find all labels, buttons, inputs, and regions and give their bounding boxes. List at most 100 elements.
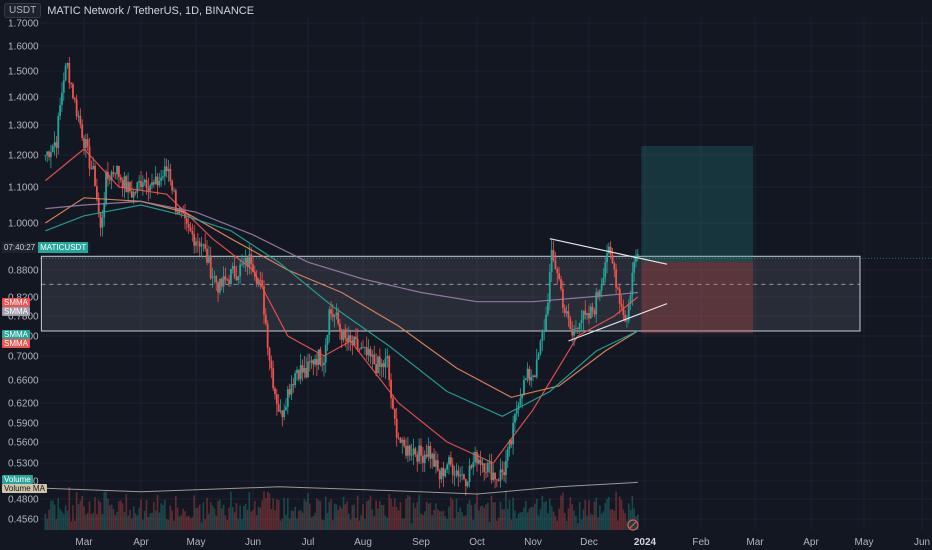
- volume-bar: [479, 506, 482, 530]
- candle-body: [375, 364, 377, 374]
- candle: [582, 310, 585, 332]
- candle-body: [455, 470, 458, 476]
- candle: [226, 278, 229, 281]
- candle-body: [505, 460, 507, 476]
- candle: [455, 463, 458, 478]
- volume-bar: [66, 510, 69, 530]
- candle-body: [206, 248, 208, 263]
- candle-body: [66, 63, 69, 66]
- volume-bar: [162, 505, 164, 530]
- candle-body: [108, 179, 111, 181]
- candle: [154, 166, 157, 185]
- price-axis[interactable]: 1.7000 1.6000 1.5000 1.4000 1.3000 1.2000 1.10…: [8, 19, 39, 526]
- price-tick-label: 1.4000: [8, 93, 39, 104]
- volume-bar: [602, 511, 605, 530]
- volume-bar: [164, 499, 166, 530]
- volume-bar: [483, 508, 486, 530]
- candle-body: [152, 182, 155, 185]
- long-position-tool[interactable]: [641, 146, 754, 334]
- volume-bar: [535, 498, 538, 530]
- candle-body: [233, 266, 236, 277]
- volume-bar: [549, 498, 551, 530]
- currency-badge[interactable]: USDT: [4, 3, 42, 18]
- candle-body: [64, 65, 67, 81]
- candle: [499, 458, 502, 488]
- volume-bar: [265, 498, 267, 530]
- candle: [147, 177, 150, 202]
- volume-bar: [228, 507, 230, 530]
- candle-body: [582, 310, 585, 320]
- candle: [263, 280, 265, 324]
- candle: [195, 237, 197, 253]
- candle-body: [198, 242, 201, 247]
- volume-bar: [344, 504, 347, 530]
- volume-bar: [193, 495, 195, 530]
- price-tick-label: 1.5000: [8, 67, 39, 78]
- candle-body: [323, 362, 325, 366]
- volume-bar: [488, 521, 491, 530]
- volume-bar: [384, 515, 387, 530]
- candle-body: [444, 469, 447, 477]
- volume-bar: [337, 510, 339, 530]
- candle: [244, 249, 247, 272]
- candle-body: [319, 349, 322, 365]
- candle: [333, 314, 336, 328]
- candle: [193, 225, 196, 254]
- candle-body: [337, 312, 340, 324]
- time-tick-label: Aug: [354, 537, 372, 548]
- candle-body: [77, 115, 80, 117]
- time-tick-label: Mar: [75, 537, 93, 548]
- candle-body: [303, 367, 306, 373]
- candle: [399, 436, 402, 444]
- candle-body: [281, 410, 284, 418]
- candle: [77, 110, 80, 123]
- candle: [388, 354, 391, 387]
- candle: [371, 350, 374, 369]
- volume-bar: [156, 494, 159, 530]
- volume-bar: [367, 500, 370, 530]
- candle: [50, 144, 52, 169]
- volume-bar: [558, 508, 560, 530]
- volume-bar: [222, 504, 225, 530]
- candle: [488, 453, 491, 474]
- volume-bar: [584, 499, 587, 530]
- candle: [48, 150, 50, 161]
- candle-body: [330, 309, 332, 314]
- candle-body: [356, 339, 359, 350]
- candle: [393, 408, 396, 426]
- volume-bar: [371, 509, 374, 530]
- volume-bar: [96, 513, 98, 530]
- volume-bar: [131, 518, 133, 530]
- candle-body: [617, 287, 619, 289]
- volume-bar: [79, 500, 82, 530]
- candle: [440, 467, 443, 484]
- volume-bar: [349, 519, 352, 530]
- volume-bar: [46, 518, 49, 530]
- candle: [204, 233, 207, 252]
- volume-bar: [608, 496, 610, 530]
- candle-body: [296, 369, 298, 374]
- candle: [468, 458, 471, 488]
- candle: [116, 164, 118, 180]
- candle: [335, 303, 338, 320]
- volume-bar: [204, 519, 206, 530]
- volume-bar: [394, 498, 396, 530]
- candle-body: [438, 470, 441, 480]
- volume-bar: [599, 505, 601, 530]
- candle: [497, 477, 500, 482]
- time-axis[interactable]: Mar Apr May Jun Jul Aug Sep Oct Nov Dec 2024 Feb Mar…: [75, 537, 930, 548]
- candle: [380, 359, 383, 378]
- candle: [211, 267, 214, 288]
- candle-body: [222, 276, 225, 287]
- candle-body: [477, 459, 480, 464]
- candle: [576, 326, 579, 334]
- candle-body: [94, 165, 96, 187]
- candle-body: [589, 306, 592, 319]
- candle-body: [416, 454, 419, 462]
- candle: [209, 246, 212, 280]
- volume-bar: [633, 508, 635, 530]
- candle-body: [347, 335, 350, 342]
- candle-body: [292, 384, 295, 386]
- candle-body: [68, 63, 71, 84]
